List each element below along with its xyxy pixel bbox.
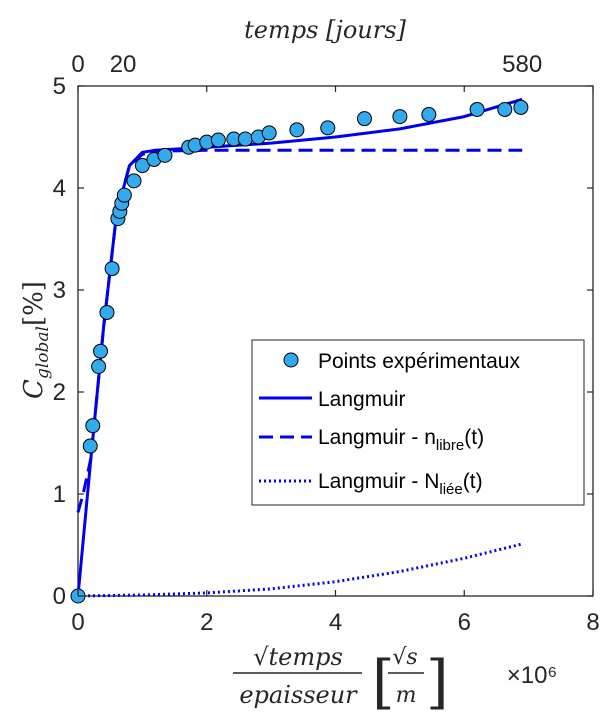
data-point [421,107,437,123]
x-label-unit-numerator: √s [392,645,417,670]
y-axis-label: Cglobal[%] [19,281,53,399]
y-tick-label: 2 [53,379,66,406]
data-point [116,187,132,203]
legend-nliee-text: Langmuir - N [318,470,439,493]
x-tick-label: 8 [586,609,599,636]
x-label-numerator: √temps [253,643,343,671]
x-label-unit-denominator: m [396,683,417,708]
y-label-subscript: global [33,326,53,379]
data-point [210,132,226,148]
x-tick-label: 6 [458,609,471,636]
x-tick-label: 4 [329,609,342,636]
svg-text:Cglobal[%]: Cglobal[%] [19,281,53,399]
x-label-denominator: epaisseur [239,681,358,709]
y-tick-label: 1 [53,481,66,508]
data-point [392,109,408,125]
x-tick-label: 0 [71,609,84,636]
legend: Points expérimentaux Langmuir Langmuir -… [251,339,585,506]
legend-box [251,339,585,506]
x-tick-label: 2 [200,609,213,636]
legend-label-nliee: Langmuir - Nliée(t) [318,470,483,498]
data-point [126,173,142,189]
y-label-unit: [%] [19,281,49,326]
top-axis-label: temps [jours] [244,16,406,44]
legend-nliee-suffix: (t) [463,470,483,493]
data-point [497,101,513,117]
x-axis-label: √temps epaisseur [ √s m ] [233,643,449,713]
legend-label-langmuir: Langmuir [318,388,406,411]
y-tick-label: 3 [53,277,66,304]
data-point [261,125,277,141]
x-label-bracket-left: [ [372,648,395,713]
data-point [91,359,107,374]
data-point [469,101,485,117]
data-point [99,304,115,320]
data-point [237,131,253,147]
legend-nlibre-sub: libre [436,437,464,454]
legend-nlibre-text: Langmuir - n [318,426,436,449]
legend-label-points: Points expérimentaux [318,350,520,373]
series-line-2 [76,148,523,513]
data-point [85,418,101,434]
legend-nlibre-suffix: (t) [464,426,484,449]
y-tick-label: 0 [53,583,66,610]
y-tick-label: 4 [53,175,66,202]
top-tick-label: 580 [502,51,542,78]
series-layer [70,97,529,604]
legend-nliee-sub: liée [439,481,462,498]
legend-marker-points [283,352,299,368]
data-point [134,158,150,174]
x-exponent: ×10⁶ [507,662,558,689]
y-label-main: C [19,379,49,399]
legend-label-nlibre: Langmuir - nlibre(t) [318,426,484,454]
data-point [93,343,109,359]
top-tick-label: 20 [110,51,137,78]
data-point [289,122,305,138]
data-point [157,147,173,163]
top-tick-label: 0 [71,51,84,78]
data-point [356,111,372,127]
data-point [320,120,336,136]
x-label-bracket-right: ] [426,648,449,713]
data-point [104,261,120,277]
y-tick-label: 5 [53,73,66,100]
data-point [513,99,529,115]
data-point [82,438,98,454]
